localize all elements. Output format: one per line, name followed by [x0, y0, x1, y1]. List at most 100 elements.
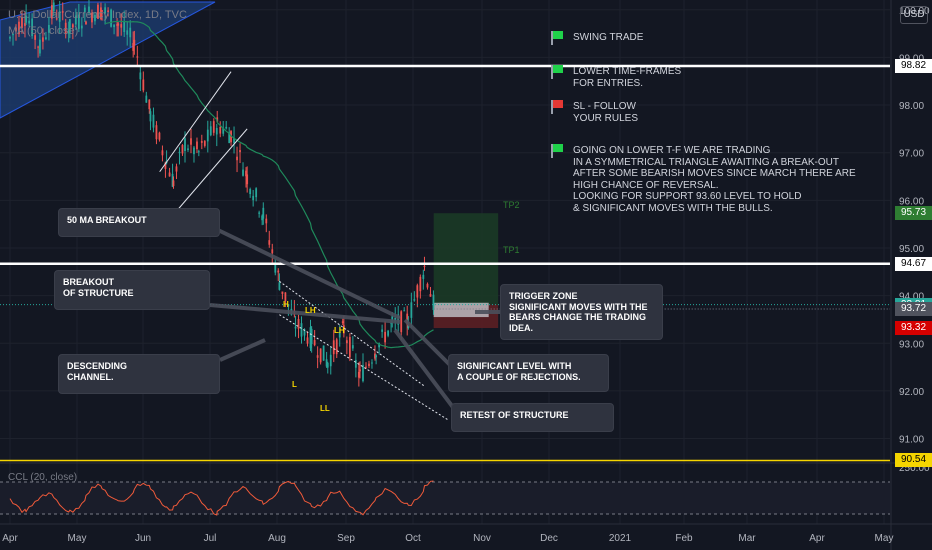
candle-body: [325, 359, 328, 367]
y-tick-label: 95.00: [899, 244, 924, 255]
candle-body: [97, 4, 99, 19]
candle-body: [94, 14, 96, 22]
candle-body: [212, 121, 215, 133]
candle-body: [239, 150, 241, 153]
candle-body: [100, 7, 102, 19]
callout-trigger-zone[interactable]: TRIGGER ZONE SIGNIFICANT MOVES WITH THE …: [500, 284, 663, 340]
descending-channel-upper: [279, 280, 425, 387]
candle-body: [329, 354, 332, 367]
target-zone: [433, 213, 499, 305]
callout-ma-breakout[interactable]: 50 MA BREAKOUT: [58, 208, 220, 237]
candle-body: [274, 264, 277, 273]
candle-body: [58, 11, 61, 22]
candle-body: [258, 212, 261, 214]
candle-body: [133, 39, 136, 46]
candle-body: [42, 37, 44, 42]
candle-body: [172, 180, 175, 187]
candle-body: [281, 291, 284, 294]
callout-connector: [403, 318, 457, 372]
candle-body: [91, 12, 93, 23]
candle-body: [197, 151, 200, 153]
candle-body: [9, 37, 11, 39]
candle-body: [209, 126, 212, 136]
candle-body: [61, 11, 64, 13]
candle-body: [175, 166, 178, 172]
candle-body: [88, 6, 90, 13]
candle-body: [24, 23, 26, 26]
rising-channel-upper: [159, 71, 232, 173]
candle-body: [181, 145, 184, 154]
candle-body: [268, 240, 271, 245]
y-tick-label: 98.00: [899, 101, 924, 112]
candle-body: [322, 345, 325, 361]
candle-body: [39, 39, 41, 54]
candle-body: [48, 24, 50, 33]
candle-body: [164, 162, 167, 169]
x-tick-label: Dec: [540, 533, 558, 544]
candle-body: [18, 21, 20, 35]
tp-label: TP2: [503, 200, 520, 210]
candle-body: [300, 323, 303, 337]
candle-body: [306, 337, 309, 344]
currency-badge[interactable]: USD: [900, 6, 928, 24]
price-tag: 98.82: [895, 58, 932, 73]
x-tick-label: May: [68, 533, 87, 544]
y-tick-label: 93.00: [899, 339, 924, 350]
price-tag: 93.72: [895, 301, 932, 316]
candle-body: [215, 128, 218, 135]
x-tick-label: Mar: [738, 533, 756, 544]
candle-body: [110, 9, 112, 27]
callout-descending-channel[interactable]: DESCENDING CHANNEL.: [58, 354, 220, 394]
candle-body: [271, 249, 274, 254]
candle-body: [262, 207, 265, 219]
candle-body: [423, 265, 426, 267]
candle-body: [228, 132, 231, 144]
candle-body: [277, 270, 280, 273]
candle-body: [422, 274, 425, 279]
candle-body: [410, 302, 413, 318]
cci-line: [9, 480, 434, 516]
wave-label: H: [283, 300, 289, 309]
candle-body: [31, 18, 34, 37]
price-tag: 95.73: [895, 206, 932, 221]
candle-body: [67, 29, 70, 34]
candle-body: [149, 111, 152, 122]
candle-body: [184, 138, 186, 152]
candle-body: [123, 21, 126, 33]
candle-body: [406, 313, 409, 325]
candle-body: [426, 283, 429, 288]
candle-body: [429, 294, 432, 297]
y-tick-label: 100.00: [899, 6, 930, 17]
candle-body: [190, 138, 192, 145]
candle-body: [371, 362, 373, 364]
candle-body: [219, 126, 222, 134]
candle-body: [52, 2, 55, 12]
candle-body: [193, 147, 195, 155]
candle-body: [55, 18, 58, 20]
candle-body: [278, 282, 281, 290]
x-tick-label: May: [875, 533, 894, 544]
candle-body: [101, 10, 104, 12]
candle-body: [203, 141, 206, 146]
candle-body: [171, 173, 174, 187]
candle-body: [246, 174, 249, 185]
triangle-pattern: [0, 1, 216, 119]
candle-body: [107, 10, 109, 13]
candle-body: [116, 24, 118, 26]
callout-retest[interactable]: RETEST OF STRUCTURE: [451, 403, 614, 432]
candle-body: [348, 337, 351, 358]
callout-significant-level[interactable]: SIGNIFICANT LEVEL WITH A COUPLE OF REJEC…: [448, 354, 609, 392]
candle-body: [148, 99, 151, 110]
trade-note: GOING ON LOWER T-F WE ARE TRADING IN A S…: [573, 145, 856, 214]
callout-breakout-structure[interactable]: BREAKOUT OF STRUCTURE: [54, 270, 210, 310]
callout-connector: [219, 338, 266, 362]
candle-body: [310, 328, 313, 345]
candle-body: [287, 304, 290, 307]
y-tick-label: 99.00: [899, 53, 924, 64]
price-tag: 90.54: [895, 453, 932, 468]
candle-body: [37, 46, 39, 48]
candle-body: [136, 56, 139, 58]
candle-body: [51, 5, 53, 19]
cci-band: [0, 482, 890, 514]
candle-body: [338, 332, 341, 338]
